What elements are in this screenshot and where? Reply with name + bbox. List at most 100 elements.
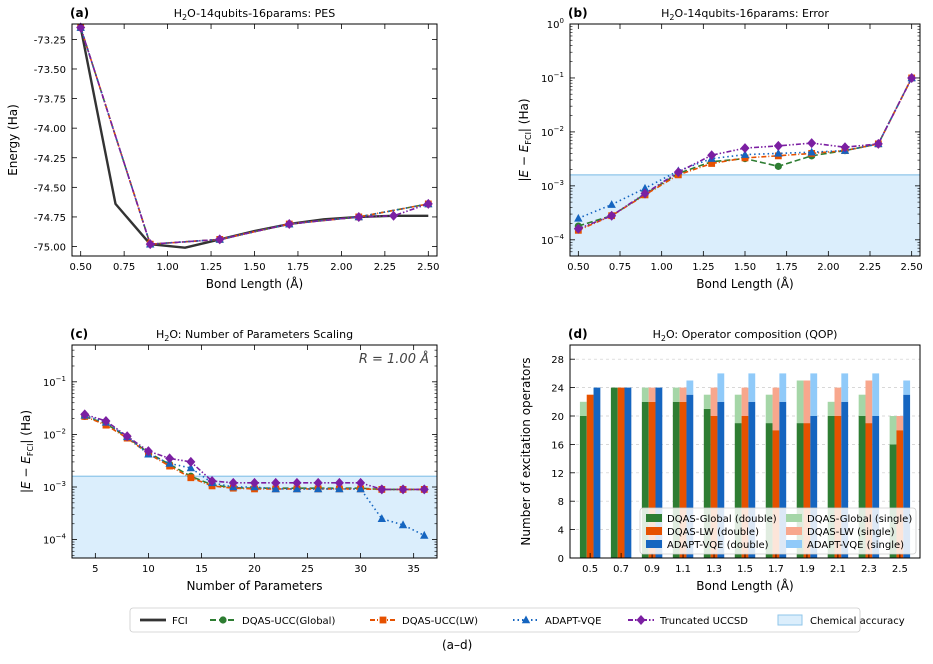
data-point-lw [708,160,716,167]
legend-label: ADAPT-VQE [545,616,601,627]
x-tick-label: 0.50 [70,262,92,273]
y-axis-label: |E − EFCI| (Ha) [19,410,35,493]
y-tick-label: -74.25 [34,154,66,165]
x-tick-label: 0.50 [567,262,589,273]
legend-label: ADAPT-VQE (single) [807,540,904,551]
bars-global [579,380,897,558]
data-point-adapt [740,150,750,158]
panel-d: 0 4 8 12 16 20 24 28 0.5 0.7 0.9 1.1 1.3 1.5 1.7 1.9 2.1… [519,327,921,593]
data-point-adapt [574,213,583,222]
legend-marker-global [219,616,227,624]
x-tick-label: 1.75 [287,262,309,273]
bar-double [593,387,601,558]
bar-double [841,401,849,558]
x-tick-label: 1.5 [737,564,753,575]
bar-double [827,416,835,558]
data-point-trunc [207,476,217,487]
bar-single [903,380,911,395]
y-tick-label: 10−1 [43,375,66,389]
bar-double [779,401,787,558]
x-tick-label: 30 [354,564,367,575]
bar-double [686,394,694,558]
data-point-adapt [335,484,344,493]
bar-double [896,430,904,558]
bar-double [586,394,594,558]
legend-item-lw: DQAS-UCC(LW) [370,616,478,627]
bar-double [710,416,718,558]
data-point-trunc [313,477,323,488]
x-tick-label: 2.00 [330,262,352,273]
legend-marker-lw [379,616,387,624]
axes-frame [569,23,921,257]
x-tick-label: 1.00 [651,262,673,273]
data-point-trunc [284,219,294,230]
y-tick-label: 10−4 [43,533,67,547]
data-point-adapt [607,200,616,208]
series-FCI [79,27,429,249]
legend-swatch-lw [646,527,662,535]
bar-double [610,387,618,558]
bar-double [810,416,818,558]
x-tick-label: 1.1 [675,564,691,575]
bar-single [772,387,780,431]
y-tick-label: 20 [551,412,564,423]
bar-double [748,401,756,558]
bar-double [765,423,773,558]
data-point-trunc [334,477,344,488]
x-tick-label: 0.9 [644,564,660,575]
legend-marker-adapt [521,615,531,624]
y-tick-label: -73.25 [34,35,66,46]
bars-lw [586,380,904,558]
panel-title: H2O-14qubits-16params: PES [174,7,336,22]
bar-single [679,387,687,402]
bar-single [710,387,718,416]
series-global [77,23,432,248]
legend-item-chem: Chemical accuracy [777,614,905,627]
series-line-lw [84,415,425,491]
x-tick-label: 0.5 [582,564,598,575]
x-axis-label: Bond Length (Å) [696,578,793,593]
legend-label: DQAS-Global (single) [807,514,912,525]
data-point-lw [187,474,195,482]
bar-single [734,394,742,424]
x-tick-label: 1.50 [734,262,756,273]
data-point-trunc [122,431,132,442]
bar-single [779,373,787,402]
y-tick-label: 0 [558,554,564,565]
bar-double [834,416,842,558]
x-tick-label: 1.50 [243,262,265,273]
data-point-trunc [773,140,783,151]
bar-single [717,373,725,402]
series-adapt [76,23,433,248]
bar-single [641,387,649,402]
legend-marker-trunc [636,615,646,625]
x-tick-label: 25 [301,564,314,575]
data-point-trunc [389,210,399,221]
data-point-trunc [145,239,155,250]
panel-title: H2O: Operator composition (QOP) [653,328,838,343]
chemical-accuracy-band [570,174,920,256]
data-point-adapt [774,148,783,157]
panel-letter: (b) [568,6,588,20]
x-tick-label: 1.75 [776,262,798,273]
legend-swatch-chem [777,614,803,626]
y-tick-label: -74.00 [34,124,66,135]
series-line-FCI [79,27,429,249]
panel-a: 0.50 0.75 1.00 1.25 1.50 1.75 2.00 2.25 2.50 -73.… [6,6,439,291]
data-point-trunc [354,211,364,222]
series-line-adapt [79,27,429,245]
y-tick-label: -73.75 [34,95,66,106]
y-tick-label: 10−2 [43,427,66,441]
data-point-trunc [873,138,883,149]
bar-single [827,401,835,416]
bar-single [841,373,849,402]
data-point-trunc [673,167,683,178]
x-tick-label: 1.25 [692,262,714,273]
bar-double [648,401,656,558]
bar-double [679,401,687,558]
panel-letter: (a) [70,6,89,20]
x-axis-label: Number of Parameters [186,579,322,593]
bar-single [703,394,711,409]
axes-frame [569,344,921,559]
bar-single [810,373,818,416]
